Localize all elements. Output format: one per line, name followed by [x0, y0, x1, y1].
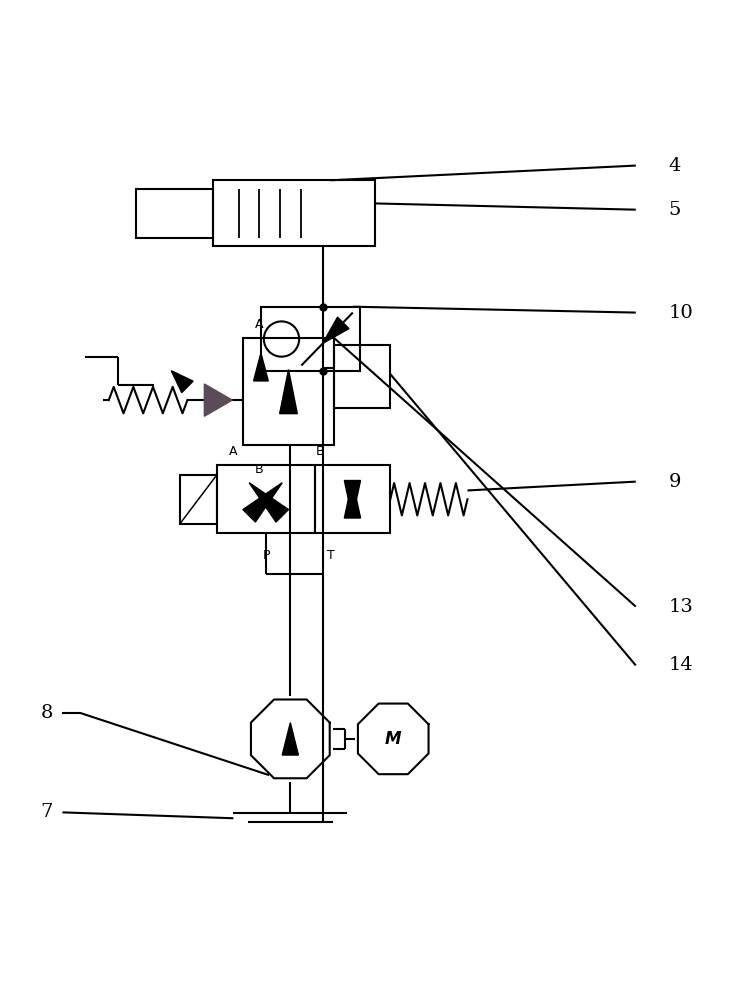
Polygon shape	[171, 371, 193, 393]
Polygon shape	[204, 384, 232, 416]
Bar	[213, 180, 375, 246]
Polygon shape	[344, 481, 360, 518]
Bar	[243, 338, 334, 445]
Text: 4: 4	[669, 157, 681, 175]
Text: 7: 7	[40, 803, 53, 821]
Text: 10: 10	[669, 304, 694, 322]
Text: B: B	[254, 463, 263, 476]
Polygon shape	[254, 353, 268, 381]
Text: A: A	[229, 445, 237, 458]
Bar	[334, 345, 390, 408]
Bar	[217, 465, 315, 533]
Text: 9: 9	[669, 473, 681, 491]
Text: 13: 13	[669, 598, 694, 616]
Text: P: P	[263, 549, 270, 562]
Text: 5: 5	[669, 201, 681, 219]
Bar	[261, 307, 360, 371]
Bar	[136, 189, 213, 238]
Polygon shape	[279, 370, 297, 414]
Text: A: A	[254, 318, 263, 331]
Text: 8: 8	[40, 704, 53, 722]
Bar	[180, 475, 217, 524]
Polygon shape	[344, 481, 360, 518]
Bar	[315, 465, 390, 533]
Polygon shape	[323, 317, 349, 343]
Text: 14: 14	[669, 656, 694, 674]
Text: T: T	[327, 549, 334, 562]
Text: M: M	[385, 730, 401, 748]
Polygon shape	[249, 483, 288, 522]
Text: B: B	[316, 445, 325, 458]
Polygon shape	[282, 723, 298, 755]
Polygon shape	[243, 483, 282, 522]
